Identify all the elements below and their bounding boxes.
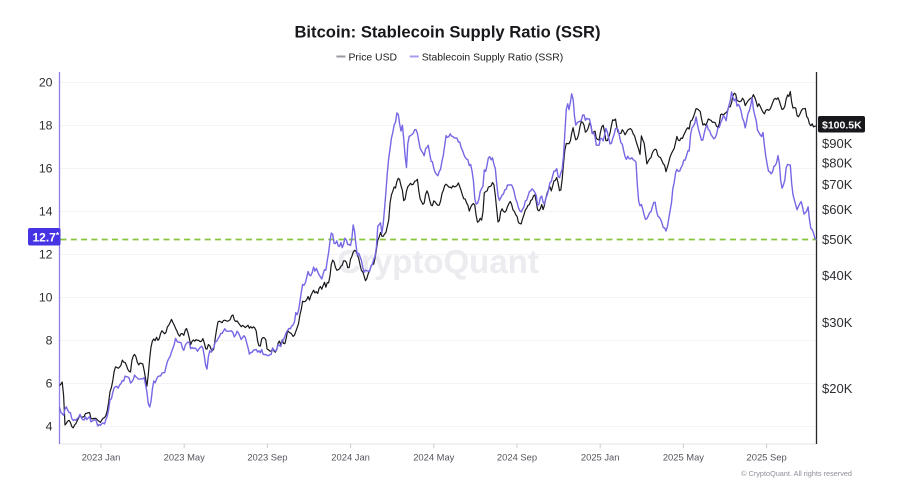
svg-text:$60K: $60K xyxy=(822,202,853,217)
svg-text:18: 18 xyxy=(39,119,53,133)
svg-text:2024 Jan: 2024 Jan xyxy=(331,452,370,463)
svg-text:$100.5K: $100.5K xyxy=(822,120,862,132)
svg-text:6: 6 xyxy=(46,377,53,391)
svg-text:14: 14 xyxy=(39,205,53,219)
svg-text:$40K: $40K xyxy=(822,268,853,283)
svg-text:$20K: $20K xyxy=(822,381,853,396)
svg-text:2024 May: 2024 May xyxy=(413,452,454,463)
svg-text:2023 Jan: 2023 Jan xyxy=(82,452,121,463)
svg-text:$90K: $90K xyxy=(822,136,853,151)
svg-text:8: 8 xyxy=(46,334,53,348)
svg-text:$80K: $80K xyxy=(822,155,853,170)
svg-text:20: 20 xyxy=(39,76,53,90)
svg-text:Stablecoin Supply Ratio (SSR): Stablecoin Supply Ratio (SSR) xyxy=(422,52,564,63)
svg-text:2023 May: 2023 May xyxy=(164,452,205,463)
svg-text:Bitcoin: Stablecoin Supply Rat: Bitcoin: Stablecoin Supply Ratio (SSR) xyxy=(294,23,600,42)
svg-text:CryptoQuant: CryptoQuant xyxy=(337,243,539,280)
svg-text:Price USD: Price USD xyxy=(349,52,398,63)
svg-text:2025 May: 2025 May xyxy=(663,452,704,463)
svg-text:© CryptoQuant. All rights rese: © CryptoQuant. All rights reserved xyxy=(741,469,852,478)
svg-text:12: 12 xyxy=(39,248,53,262)
svg-text:10: 10 xyxy=(39,291,53,305)
svg-text:2024 Sep: 2024 Sep xyxy=(497,452,537,463)
svg-text:$30K: $30K xyxy=(822,315,853,330)
svg-text:$70K: $70K xyxy=(822,177,853,192)
svg-text:2025 Jan: 2025 Jan xyxy=(581,452,620,463)
svg-text:12.7*: 12.7* xyxy=(33,230,60,245)
svg-text:2023 Sep: 2023 Sep xyxy=(247,452,287,463)
svg-text:16: 16 xyxy=(39,162,53,176)
svg-text:4: 4 xyxy=(46,420,53,434)
svg-text:$50K: $50K xyxy=(822,232,853,247)
svg-text:2025 Sep: 2025 Sep xyxy=(747,452,787,463)
